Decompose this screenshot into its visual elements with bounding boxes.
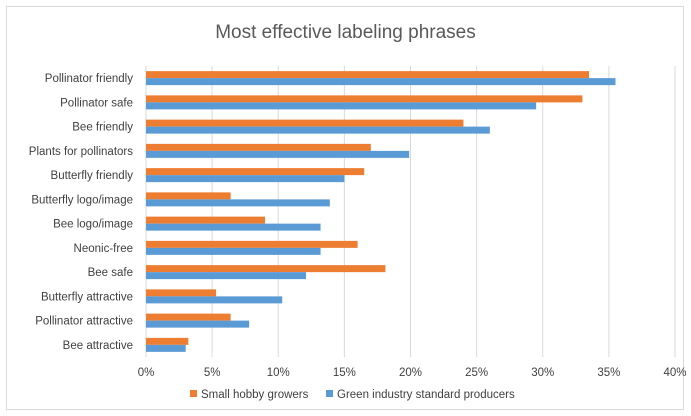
bar-green-industry [146, 272, 307, 280]
category-label: Pollinator friendly [45, 73, 133, 85]
legend-entry: Small hobby growers [201, 389, 309, 401]
bar-green-industry [146, 320, 250, 328]
gridlines [145, 66, 676, 357]
legend: Small hobby growers Green industry standa… [190, 389, 515, 401]
category-labels: Pollinator friendly Pollinator safe Bee fr… [29, 73, 133, 352]
bars [146, 71, 616, 352]
bar-green-industry [146, 199, 330, 207]
category-label: Butterfly friendly [51, 170, 134, 182]
legend-entry: Green industry standard producers [337, 389, 515, 401]
bar-green-industry [146, 344, 186, 352]
x-tick-label: 20% [399, 367, 422, 379]
bar-green-industry [146, 102, 537, 110]
bar-small-hobby [146, 168, 365, 176]
x-tick-label: 25% [465, 367, 488, 379]
bar-small-hobby [146, 265, 386, 273]
category-label: Pollinator safe [60, 97, 133, 109]
category-label: Butterfly attractive [41, 291, 133, 303]
category-label: Neonic-free [74, 243, 133, 255]
x-tick-label: 10% [267, 367, 290, 379]
bar-small-hobby [146, 337, 189, 345]
bar-small-hobby [146, 240, 358, 248]
x-tick-label: 0% [138, 367, 155, 379]
category-label: Bee attractive [63, 340, 133, 352]
category-label: Bee friendly [72, 122, 133, 134]
bar-small-hobby [146, 95, 583, 103]
bar-small-hobby [146, 192, 231, 200]
bar-small-hobby [146, 216, 266, 224]
bar-green-industry [146, 296, 283, 304]
bar-small-hobby [146, 289, 217, 297]
x-tick-label: 30% [531, 367, 554, 379]
bar-green-industry [146, 126, 490, 134]
category-label: Plants for pollinators [29, 146, 133, 158]
chart-title: Most effective labeling phrases [215, 22, 476, 43]
x-tick-label: 35% [597, 367, 620, 379]
x-tick-label: 5% [204, 367, 221, 379]
bar-green-industry [146, 247, 321, 255]
bar-green-industry [146, 175, 345, 183]
legend-swatch [190, 390, 197, 397]
category-label: Butterfly logo/image [31, 194, 133, 206]
bar-green-industry [146, 78, 616, 86]
legend-swatch [326, 390, 333, 397]
bar-small-hobby [146, 71, 590, 79]
x-tick-label: 15% [333, 367, 356, 379]
x-tick-label: 40% [663, 367, 686, 379]
category-label: Bee safe [88, 267, 133, 279]
bar-green-industry [146, 150, 410, 158]
bar-green-industry [146, 223, 321, 231]
category-label: Pollinator attractive [35, 316, 133, 328]
bar-small-hobby [146, 143, 371, 151]
bar-small-hobby [146, 119, 464, 127]
bar-small-hobby [146, 313, 231, 321]
x-axis-ticks: 0% 5% 10% 15% 20% 25% 30% 35% 40% [138, 367, 687, 379]
category-label: Bee logo/image [53, 219, 133, 231]
